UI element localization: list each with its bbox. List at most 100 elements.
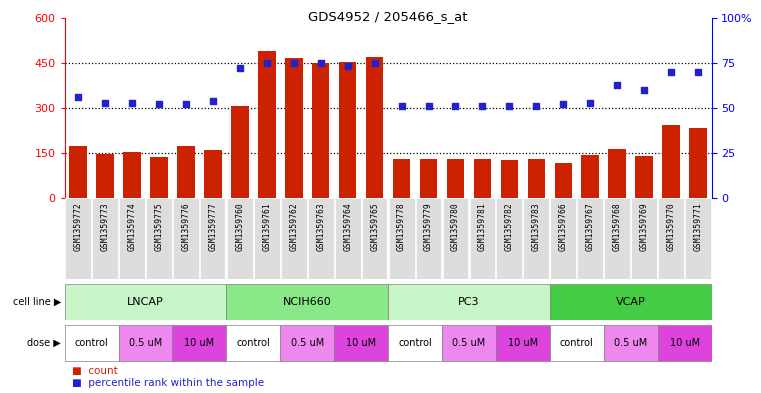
Point xyxy=(557,101,569,108)
Bar xyxy=(662,125,680,198)
Point xyxy=(180,101,192,108)
Point xyxy=(530,103,543,109)
Point xyxy=(368,60,380,66)
Bar xyxy=(177,146,195,198)
Bar xyxy=(442,325,496,361)
Bar xyxy=(420,159,438,198)
Point xyxy=(207,98,219,104)
Bar xyxy=(473,159,491,198)
Text: GSM1359778: GSM1359778 xyxy=(397,202,406,251)
Text: 10 uM: 10 uM xyxy=(508,338,538,348)
Bar xyxy=(119,198,145,279)
Bar xyxy=(227,284,388,320)
Text: GSM1359773: GSM1359773 xyxy=(100,202,110,251)
Point xyxy=(422,103,435,109)
Text: control: control xyxy=(560,338,594,348)
Bar xyxy=(119,325,173,361)
Point xyxy=(126,99,139,106)
Text: 0.5 uM: 0.5 uM xyxy=(291,338,324,348)
Point xyxy=(72,94,84,100)
Text: GSM1359765: GSM1359765 xyxy=(370,202,379,251)
Text: GSM1359764: GSM1359764 xyxy=(343,202,352,251)
Text: GSM1359772: GSM1359772 xyxy=(74,202,83,251)
Bar xyxy=(312,64,330,198)
Bar xyxy=(173,198,199,279)
Bar xyxy=(550,198,576,279)
Bar xyxy=(581,155,599,198)
Bar xyxy=(335,198,361,279)
Point xyxy=(99,99,111,106)
Text: control: control xyxy=(75,338,109,348)
Bar xyxy=(231,106,249,198)
Text: VCAP: VCAP xyxy=(616,297,645,307)
Bar xyxy=(603,325,658,361)
Bar xyxy=(227,325,280,361)
Bar xyxy=(334,325,388,361)
Bar xyxy=(254,198,280,279)
Bar xyxy=(339,62,356,198)
Bar xyxy=(416,198,441,279)
Bar xyxy=(204,150,221,198)
Bar xyxy=(604,198,630,279)
Point xyxy=(503,103,515,109)
Text: PC3: PC3 xyxy=(458,297,479,307)
Text: GSM1359781: GSM1359781 xyxy=(478,202,487,251)
Bar xyxy=(501,160,518,198)
Text: GSM1359762: GSM1359762 xyxy=(289,202,298,251)
Text: GSM1359766: GSM1359766 xyxy=(559,202,568,251)
Point xyxy=(638,87,650,93)
Text: 0.5 uM: 0.5 uM xyxy=(452,338,486,348)
Point xyxy=(288,60,300,66)
Point xyxy=(611,81,623,88)
Bar xyxy=(123,152,141,198)
Bar xyxy=(200,198,226,279)
Bar xyxy=(258,51,275,198)
Point xyxy=(450,103,462,109)
Text: LNCAP: LNCAP xyxy=(127,297,164,307)
Text: 10 uM: 10 uM xyxy=(184,338,215,348)
Bar xyxy=(280,325,334,361)
Text: GSM1359761: GSM1359761 xyxy=(263,202,272,251)
Point xyxy=(342,63,354,70)
Text: dose ▶: dose ▶ xyxy=(27,338,61,348)
Bar xyxy=(631,198,657,279)
Bar xyxy=(550,284,712,320)
Text: GSM1359768: GSM1359768 xyxy=(613,202,622,251)
Bar xyxy=(227,198,253,279)
Text: GSM1359771: GSM1359771 xyxy=(693,202,702,251)
Bar xyxy=(361,198,387,279)
Text: cell line ▶: cell line ▶ xyxy=(12,297,61,307)
Bar xyxy=(524,198,549,279)
Text: GSM1359780: GSM1359780 xyxy=(451,202,460,251)
Bar xyxy=(65,284,227,320)
Bar xyxy=(658,198,684,279)
Bar xyxy=(150,157,167,198)
Text: ■  percentile rank within the sample: ■ percentile rank within the sample xyxy=(72,378,264,388)
Bar xyxy=(689,128,707,198)
Bar xyxy=(393,159,410,198)
Text: GDS4952 / 205466_s_at: GDS4952 / 205466_s_at xyxy=(308,10,468,23)
Bar xyxy=(658,325,712,361)
Point xyxy=(314,60,326,66)
Text: GSM1359783: GSM1359783 xyxy=(532,202,541,251)
Bar xyxy=(550,325,603,361)
Text: GSM1359779: GSM1359779 xyxy=(424,202,433,251)
Text: GSM1359767: GSM1359767 xyxy=(586,202,595,251)
Text: GSM1359776: GSM1359776 xyxy=(181,202,190,251)
Bar xyxy=(496,325,550,361)
Bar xyxy=(173,325,227,361)
Text: ■  count: ■ count xyxy=(72,366,118,376)
Bar xyxy=(388,325,442,361)
Point xyxy=(665,69,677,75)
Text: GSM1359763: GSM1359763 xyxy=(317,202,325,251)
Bar xyxy=(635,156,653,198)
Bar xyxy=(555,163,572,198)
Bar xyxy=(65,325,119,361)
Text: GSM1359769: GSM1359769 xyxy=(640,202,648,251)
Bar xyxy=(388,284,550,320)
Point xyxy=(153,101,165,108)
Bar xyxy=(496,198,522,279)
Text: GSM1359770: GSM1359770 xyxy=(667,202,676,251)
Bar xyxy=(285,58,303,198)
Bar xyxy=(443,198,469,279)
